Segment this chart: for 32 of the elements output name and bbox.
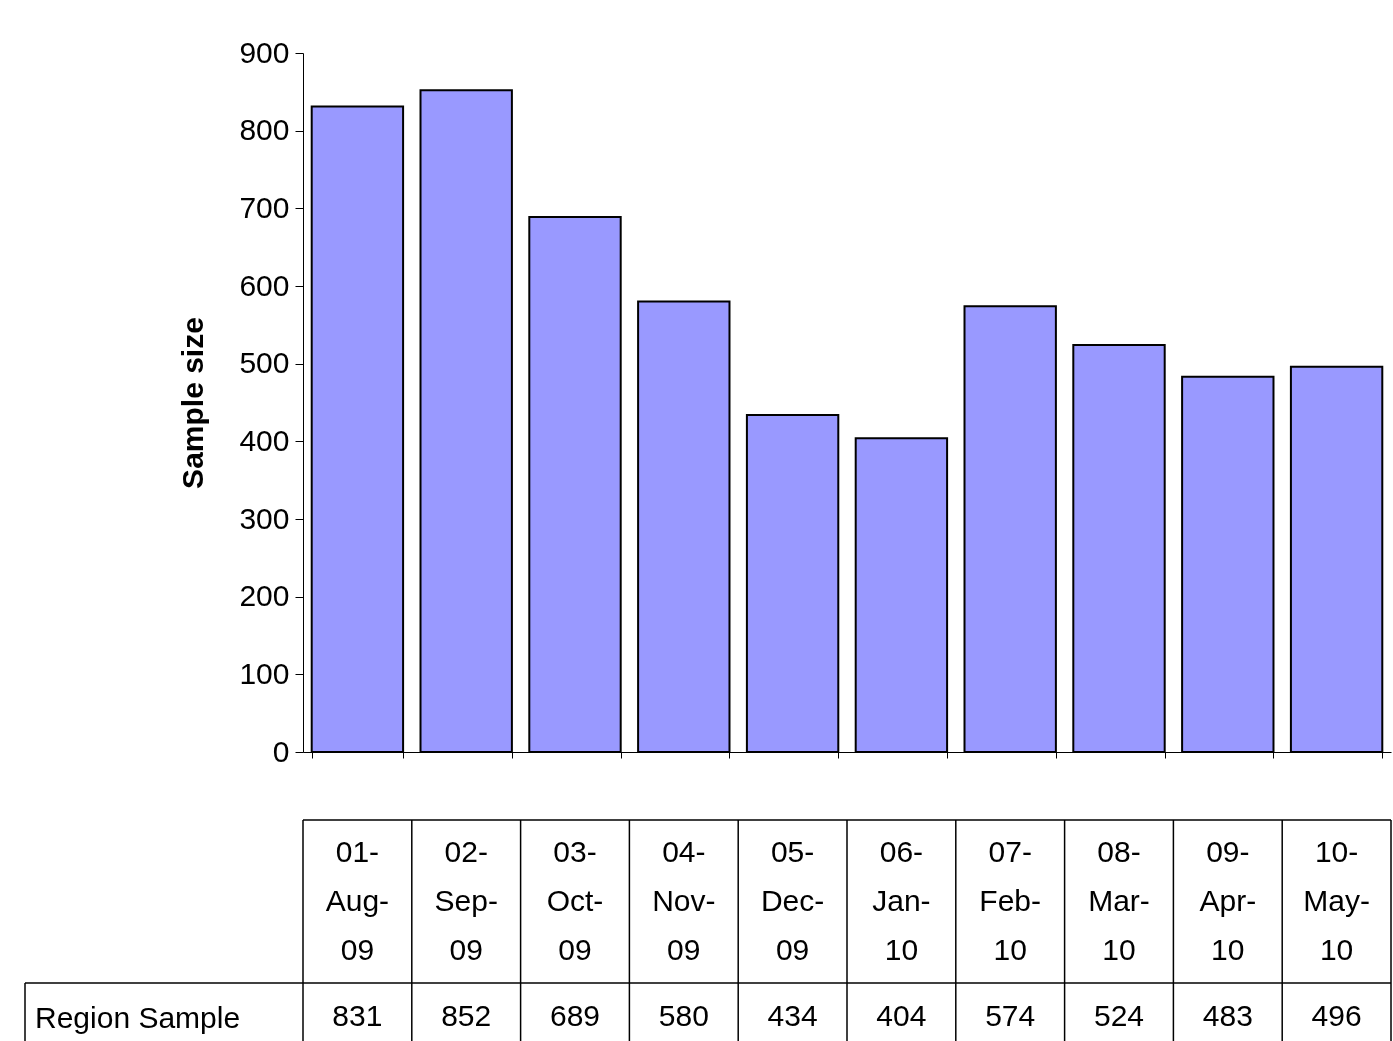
x-tick-label: 02-Sep-09	[434, 835, 498, 966]
legend-label: Region Sample	[35, 1001, 241, 1034]
data-label: 524	[1093, 999, 1145, 1032]
y-tick-label: 400	[239, 423, 290, 457]
y-axis-title: Sample size	[176, 317, 210, 489]
data-label: 483	[1202, 999, 1253, 1032]
x-tick-label: 10-May-10	[1303, 835, 1370, 966]
data-label: 852	[441, 999, 492, 1032]
y-tick-label: 100	[239, 656, 290, 690]
y-tick-label: 300	[239, 501, 290, 535]
y-tick-label: 800	[239, 113, 290, 147]
y-tick-label: 200	[239, 579, 290, 613]
x-tick-label: 06-Jan-10	[872, 835, 931, 966]
data-label: 404	[876, 999, 927, 1032]
y-tick-label: 900	[239, 35, 290, 69]
x-tick-label: 07-Feb-10	[979, 835, 1042, 966]
x-tick-label: 08-Mar-10	[1088, 835, 1150, 966]
data-label: 689	[549, 999, 601, 1032]
y-tick-label: 0	[272, 734, 290, 768]
x-tick-label: 04-Nov-09	[652, 835, 716, 966]
data-label: 434	[767, 999, 818, 1032]
y-tick-label: 700	[239, 190, 290, 224]
x-tick-label: 01-Aug-09	[325, 835, 390, 966]
data-label: 496	[1311, 999, 1362, 1032]
x-tick-label: 05-Dec-09	[760, 835, 825, 966]
y-tick-label: 600	[239, 268, 290, 302]
data-label: 580	[658, 999, 709, 1032]
x-tick-label: 09-Apr-10	[1199, 835, 1257, 966]
x-tick-label: 03-Oct-09	[546, 835, 604, 966]
data-label: 831	[332, 999, 383, 1032]
data-label: 574	[985, 999, 1036, 1032]
y-tick-label: 500	[239, 346, 290, 380]
